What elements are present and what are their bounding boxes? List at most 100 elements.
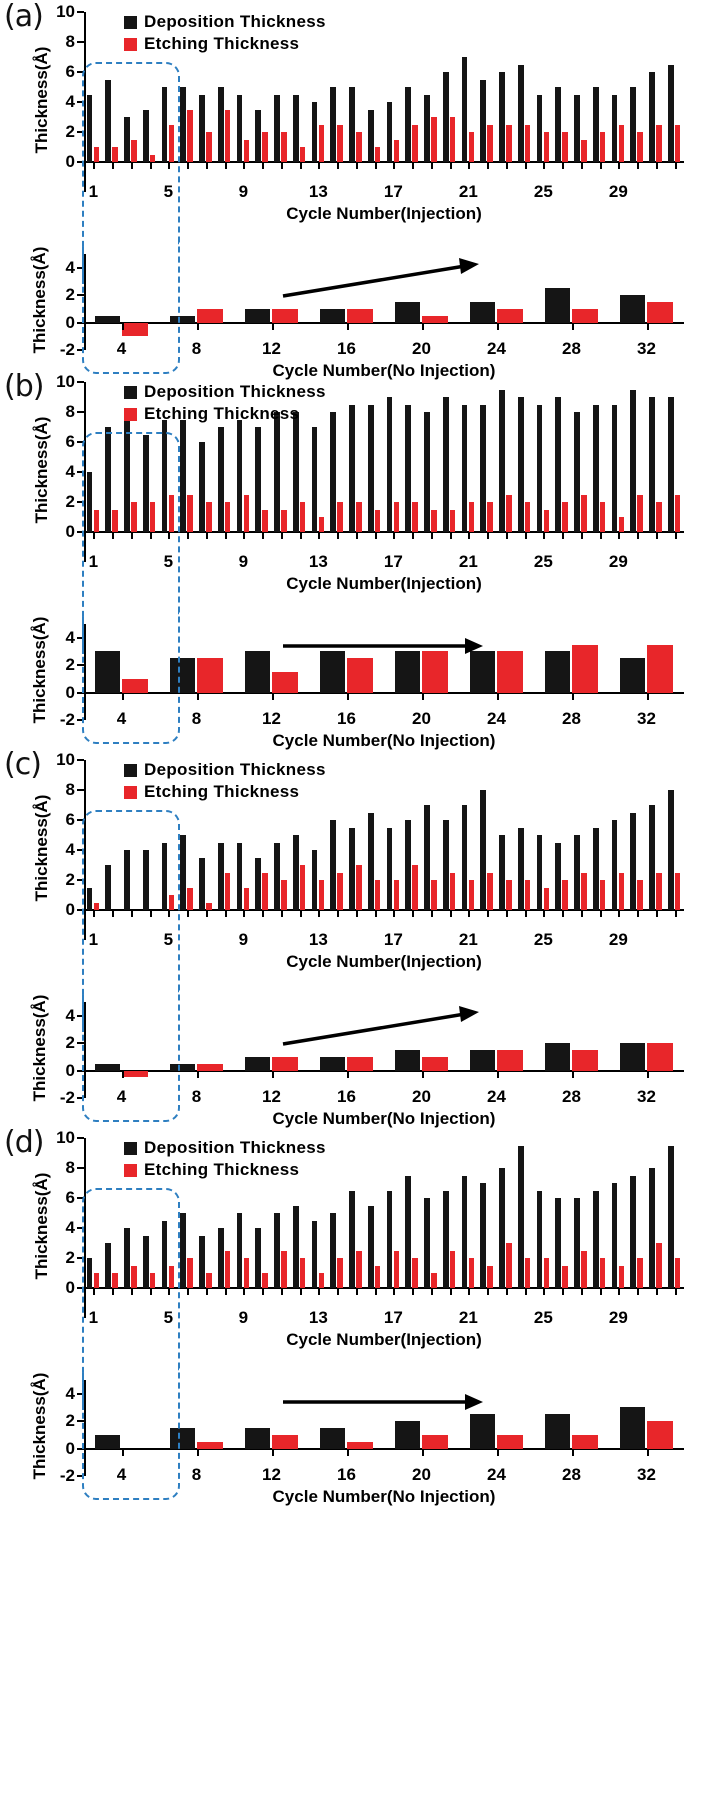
x-tick xyxy=(449,162,452,169)
x-tick-label: 9 xyxy=(238,552,249,571)
x-tick xyxy=(337,532,340,539)
deposition-bar xyxy=(667,397,674,532)
etching-bar xyxy=(149,154,156,162)
x-tick xyxy=(599,162,602,169)
x-tick xyxy=(196,322,199,330)
etching-bar xyxy=(562,1265,568,1288)
deposition-bar xyxy=(236,94,243,162)
x-tick xyxy=(168,162,171,169)
etching-bar xyxy=(187,494,193,532)
deposition-bar xyxy=(544,1043,570,1071)
deposition-bar xyxy=(180,835,186,910)
etching-bar xyxy=(318,1273,325,1288)
x-tick-label: 16 xyxy=(337,708,356,728)
x-tick xyxy=(430,162,433,169)
x-tick xyxy=(346,692,349,700)
y-tick-label: 0 xyxy=(65,1278,75,1297)
x-tick xyxy=(637,162,640,169)
etching-bar xyxy=(524,124,531,162)
x-tick-label: 28 xyxy=(562,1464,581,1484)
legend-row-deposition: Deposition Thickness xyxy=(124,760,326,780)
etching-bar xyxy=(506,880,512,910)
y-tick xyxy=(77,161,84,163)
etching-bar xyxy=(93,902,100,910)
x-tick xyxy=(243,162,246,169)
deposition-bar xyxy=(274,842,280,910)
x-tick xyxy=(337,1288,340,1295)
chart-legend: Deposition Thickness Etching Thickness xyxy=(124,382,326,426)
deposition-bar xyxy=(292,835,299,910)
x-tick xyxy=(618,532,621,539)
deposition-bar xyxy=(169,315,195,323)
etching-bar xyxy=(637,880,643,910)
etching-bar xyxy=(299,1258,306,1288)
x-tick xyxy=(412,1288,415,1295)
x-tick xyxy=(655,162,658,169)
y-tick xyxy=(77,266,84,269)
y-tick xyxy=(77,41,84,43)
x-tick-label: 24 xyxy=(487,1086,506,1106)
etching-bar xyxy=(637,494,643,532)
deposition-bar xyxy=(169,658,195,693)
x-tick xyxy=(112,910,115,917)
trend-arrow-icon xyxy=(282,1006,479,1046)
etching-bar xyxy=(647,302,673,323)
deposition-bar xyxy=(469,302,495,323)
y-axis-c-lower xyxy=(84,1002,86,1098)
y-tick-label: 2 xyxy=(65,655,75,675)
deposition-bar xyxy=(424,412,430,532)
y-tick-label: 4 xyxy=(65,1383,75,1403)
y-tick-label: 6 xyxy=(65,62,75,81)
deposition-bar xyxy=(180,419,186,532)
deposition-bar xyxy=(544,288,570,323)
deposition-bar xyxy=(292,412,299,532)
etching-bar xyxy=(497,651,523,693)
y-tick xyxy=(77,1137,84,1139)
etching-bar xyxy=(197,308,223,323)
etching-bar xyxy=(618,1265,625,1288)
x-axis-title: Cycle Number(Injection) xyxy=(286,574,482,593)
y-tick xyxy=(77,71,84,73)
etching-bar xyxy=(581,139,587,162)
x-axis-title: Cycle Number(Injection) xyxy=(286,1330,482,1349)
etching-bar xyxy=(197,1441,223,1449)
trend-arrow-icon xyxy=(282,258,479,298)
deposition-bar xyxy=(367,1205,374,1288)
x-tick-label: 25 xyxy=(533,1308,553,1327)
x-tick-label: 20 xyxy=(412,1086,431,1106)
etching-bar xyxy=(656,502,662,532)
deposition-bar xyxy=(94,1434,120,1449)
deposition-bar xyxy=(274,412,280,532)
y-tick-label: 4 xyxy=(65,462,75,481)
y-tick-label: 8 xyxy=(65,32,75,51)
x-tick xyxy=(121,1070,124,1078)
deposition-bar xyxy=(630,389,636,532)
deposition-bar xyxy=(124,419,130,532)
etching-bar xyxy=(187,1258,193,1288)
etching-bar xyxy=(449,1250,456,1288)
etching-bar xyxy=(618,517,625,532)
x-tick xyxy=(524,162,527,169)
x-tick xyxy=(393,910,396,917)
etching-bar xyxy=(543,132,550,162)
x-tick-label: 13 xyxy=(308,930,328,949)
etching-bar xyxy=(506,494,512,532)
x-tick xyxy=(355,910,358,917)
deposition-bar xyxy=(517,397,524,532)
x-tick xyxy=(430,1288,433,1295)
etching-bar xyxy=(168,1265,175,1288)
y-tick xyxy=(77,849,84,851)
plot-area-b-lower: -2 0 2 4 4 8 12 16 20 24 28 32 Thickness(Å) Cycle Num… xyxy=(30,617,684,750)
x-tick xyxy=(318,1288,321,1295)
x-tick xyxy=(149,1288,152,1295)
x-tick xyxy=(543,162,546,169)
x-tick xyxy=(337,910,340,917)
etching-bar xyxy=(356,1250,362,1288)
x-tick-label: 28 xyxy=(562,1086,581,1106)
y-tick-label: -2 xyxy=(59,340,75,359)
deposition-bar xyxy=(405,87,411,162)
x-tick-label: 8 xyxy=(191,708,202,728)
etching-bar xyxy=(197,1063,223,1071)
x-tick xyxy=(337,162,340,169)
y-tick-label: 4 xyxy=(65,1005,75,1025)
